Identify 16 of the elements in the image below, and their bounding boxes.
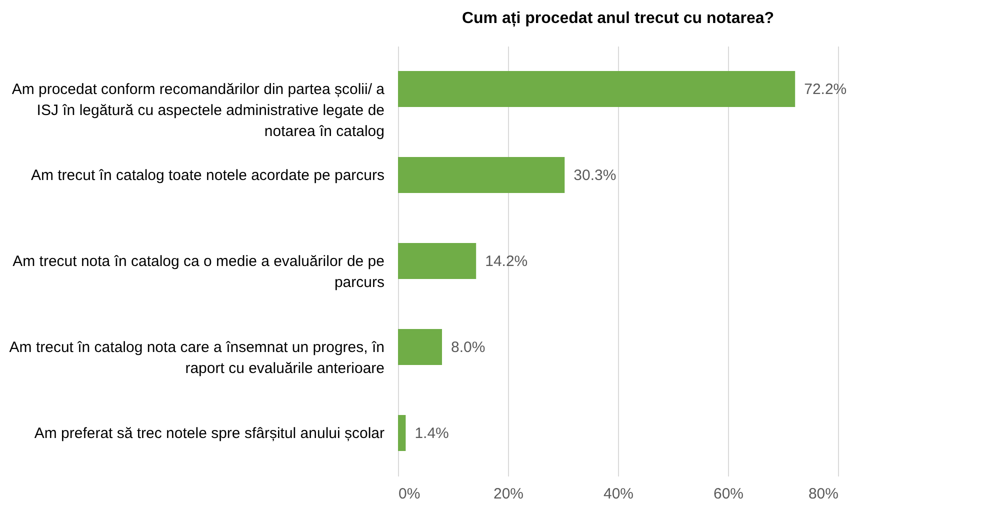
y-tick-label: Am trecut în catalog toate notele acordate pe parcurs: [30, 167, 384, 184]
x-tick-label: 40%: [603, 486, 634, 502]
x-tick-label: 60%: [713, 486, 744, 502]
data-label: 8.0%: [451, 339, 486, 356]
y-tick-label: Am trecut în catalog nota care a însemnat un progres, în raport cu evaluările anterioare: [9, 339, 384, 377]
x-tick-label: 20%: [493, 486, 524, 502]
data-label: 1.4%: [414, 425, 449, 442]
data-label: 72.2%: [804, 81, 847, 98]
x-tick-label: 80%: [808, 486, 838, 502]
chart-title: Cum ați procedat anul trecut cu notarea?: [462, 10, 774, 27]
y-tick-label: Am trecut nota în catalog ca o medie a evaluărilor de pe parcurs: [12, 253, 384, 291]
data-label: 14.2%: [485, 253, 528, 270]
data-label: 30.3%: [574, 167, 616, 184]
x-tick-label: 0%: [398, 486, 420, 502]
y-tick-label: Am preferat să trec notele spre sfârșitul anului școlar: [34, 425, 385, 442]
y-tick-label: Am procedat conform recomandărilor din partea școlii/ a ISJ în legătură cu aspectele administrative legate de notarea în catalog: [12, 81, 386, 140]
